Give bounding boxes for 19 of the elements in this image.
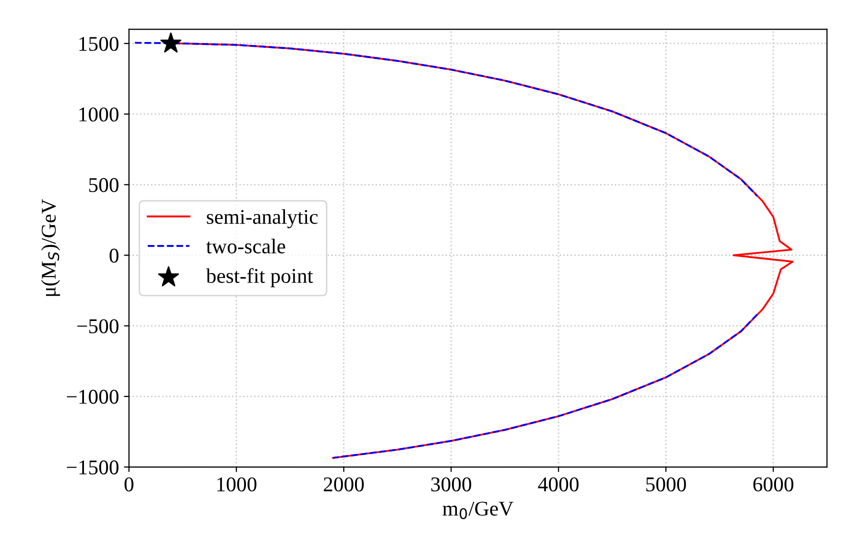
- y-tick-label: 1000: [79, 107, 118, 122]
- y-tick-label: 500: [89, 178, 118, 192]
- x-tick-label: 6000: [753, 477, 794, 492]
- x-axis-title: m$_{0}$/GeV: [442, 502, 514, 520]
- y-tick-label: −500: [77, 319, 118, 334]
- x-tick-label: 1000: [217, 477, 256, 492]
- y-tick-label: 0: [110, 248, 118, 263]
- x-tick-label: 4000: [538, 477, 579, 492]
- y-tick-label: −1000: [66, 390, 118, 404]
- x-tick-label: 3000: [431, 477, 472, 492]
- y-axis-title: μ(M$_{S}$)/GeV: [41, 199, 60, 296]
- y-tick-label: −1500: [66, 460, 118, 474]
- x-tick-label: 2000: [324, 477, 364, 492]
- legend-label: best-fit point: [206, 268, 313, 288]
- x-tick-label: 0: [124, 477, 134, 492]
- legend-label: semi-analytic: [206, 209, 318, 228]
- x-tick-label: 5000: [646, 477, 686, 492]
- legend-label: two-scale: [206, 238, 286, 254]
- y-tick-label: 1500: [79, 36, 118, 51]
